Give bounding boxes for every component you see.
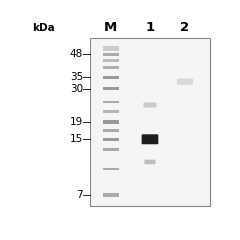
- Text: 48: 48: [70, 49, 83, 59]
- Bar: [103, 59, 119, 62]
- Bar: [103, 53, 119, 56]
- FancyBboxPatch shape: [144, 160, 156, 164]
- Text: kDa: kDa: [32, 24, 54, 33]
- Text: 30: 30: [70, 84, 83, 94]
- Bar: [103, 129, 119, 132]
- Bar: [103, 148, 119, 151]
- Text: 35: 35: [70, 72, 83, 82]
- FancyBboxPatch shape: [142, 134, 158, 144]
- Bar: [103, 87, 119, 90]
- Text: 19: 19: [70, 117, 83, 127]
- FancyBboxPatch shape: [177, 78, 193, 85]
- Text: 7: 7: [76, 190, 83, 200]
- Bar: [103, 193, 119, 197]
- Bar: [103, 66, 119, 69]
- Bar: [103, 101, 119, 103]
- Text: M: M: [104, 21, 117, 34]
- Bar: [103, 120, 119, 124]
- Text: 1: 1: [145, 21, 155, 34]
- Bar: [90, 38, 210, 206]
- Bar: [103, 76, 119, 79]
- Bar: [103, 47, 119, 51]
- Bar: [103, 110, 119, 113]
- Text: 2: 2: [180, 21, 190, 34]
- Text: 15: 15: [70, 134, 83, 144]
- Bar: [103, 168, 119, 170]
- FancyBboxPatch shape: [144, 102, 156, 108]
- Bar: [103, 138, 119, 141]
